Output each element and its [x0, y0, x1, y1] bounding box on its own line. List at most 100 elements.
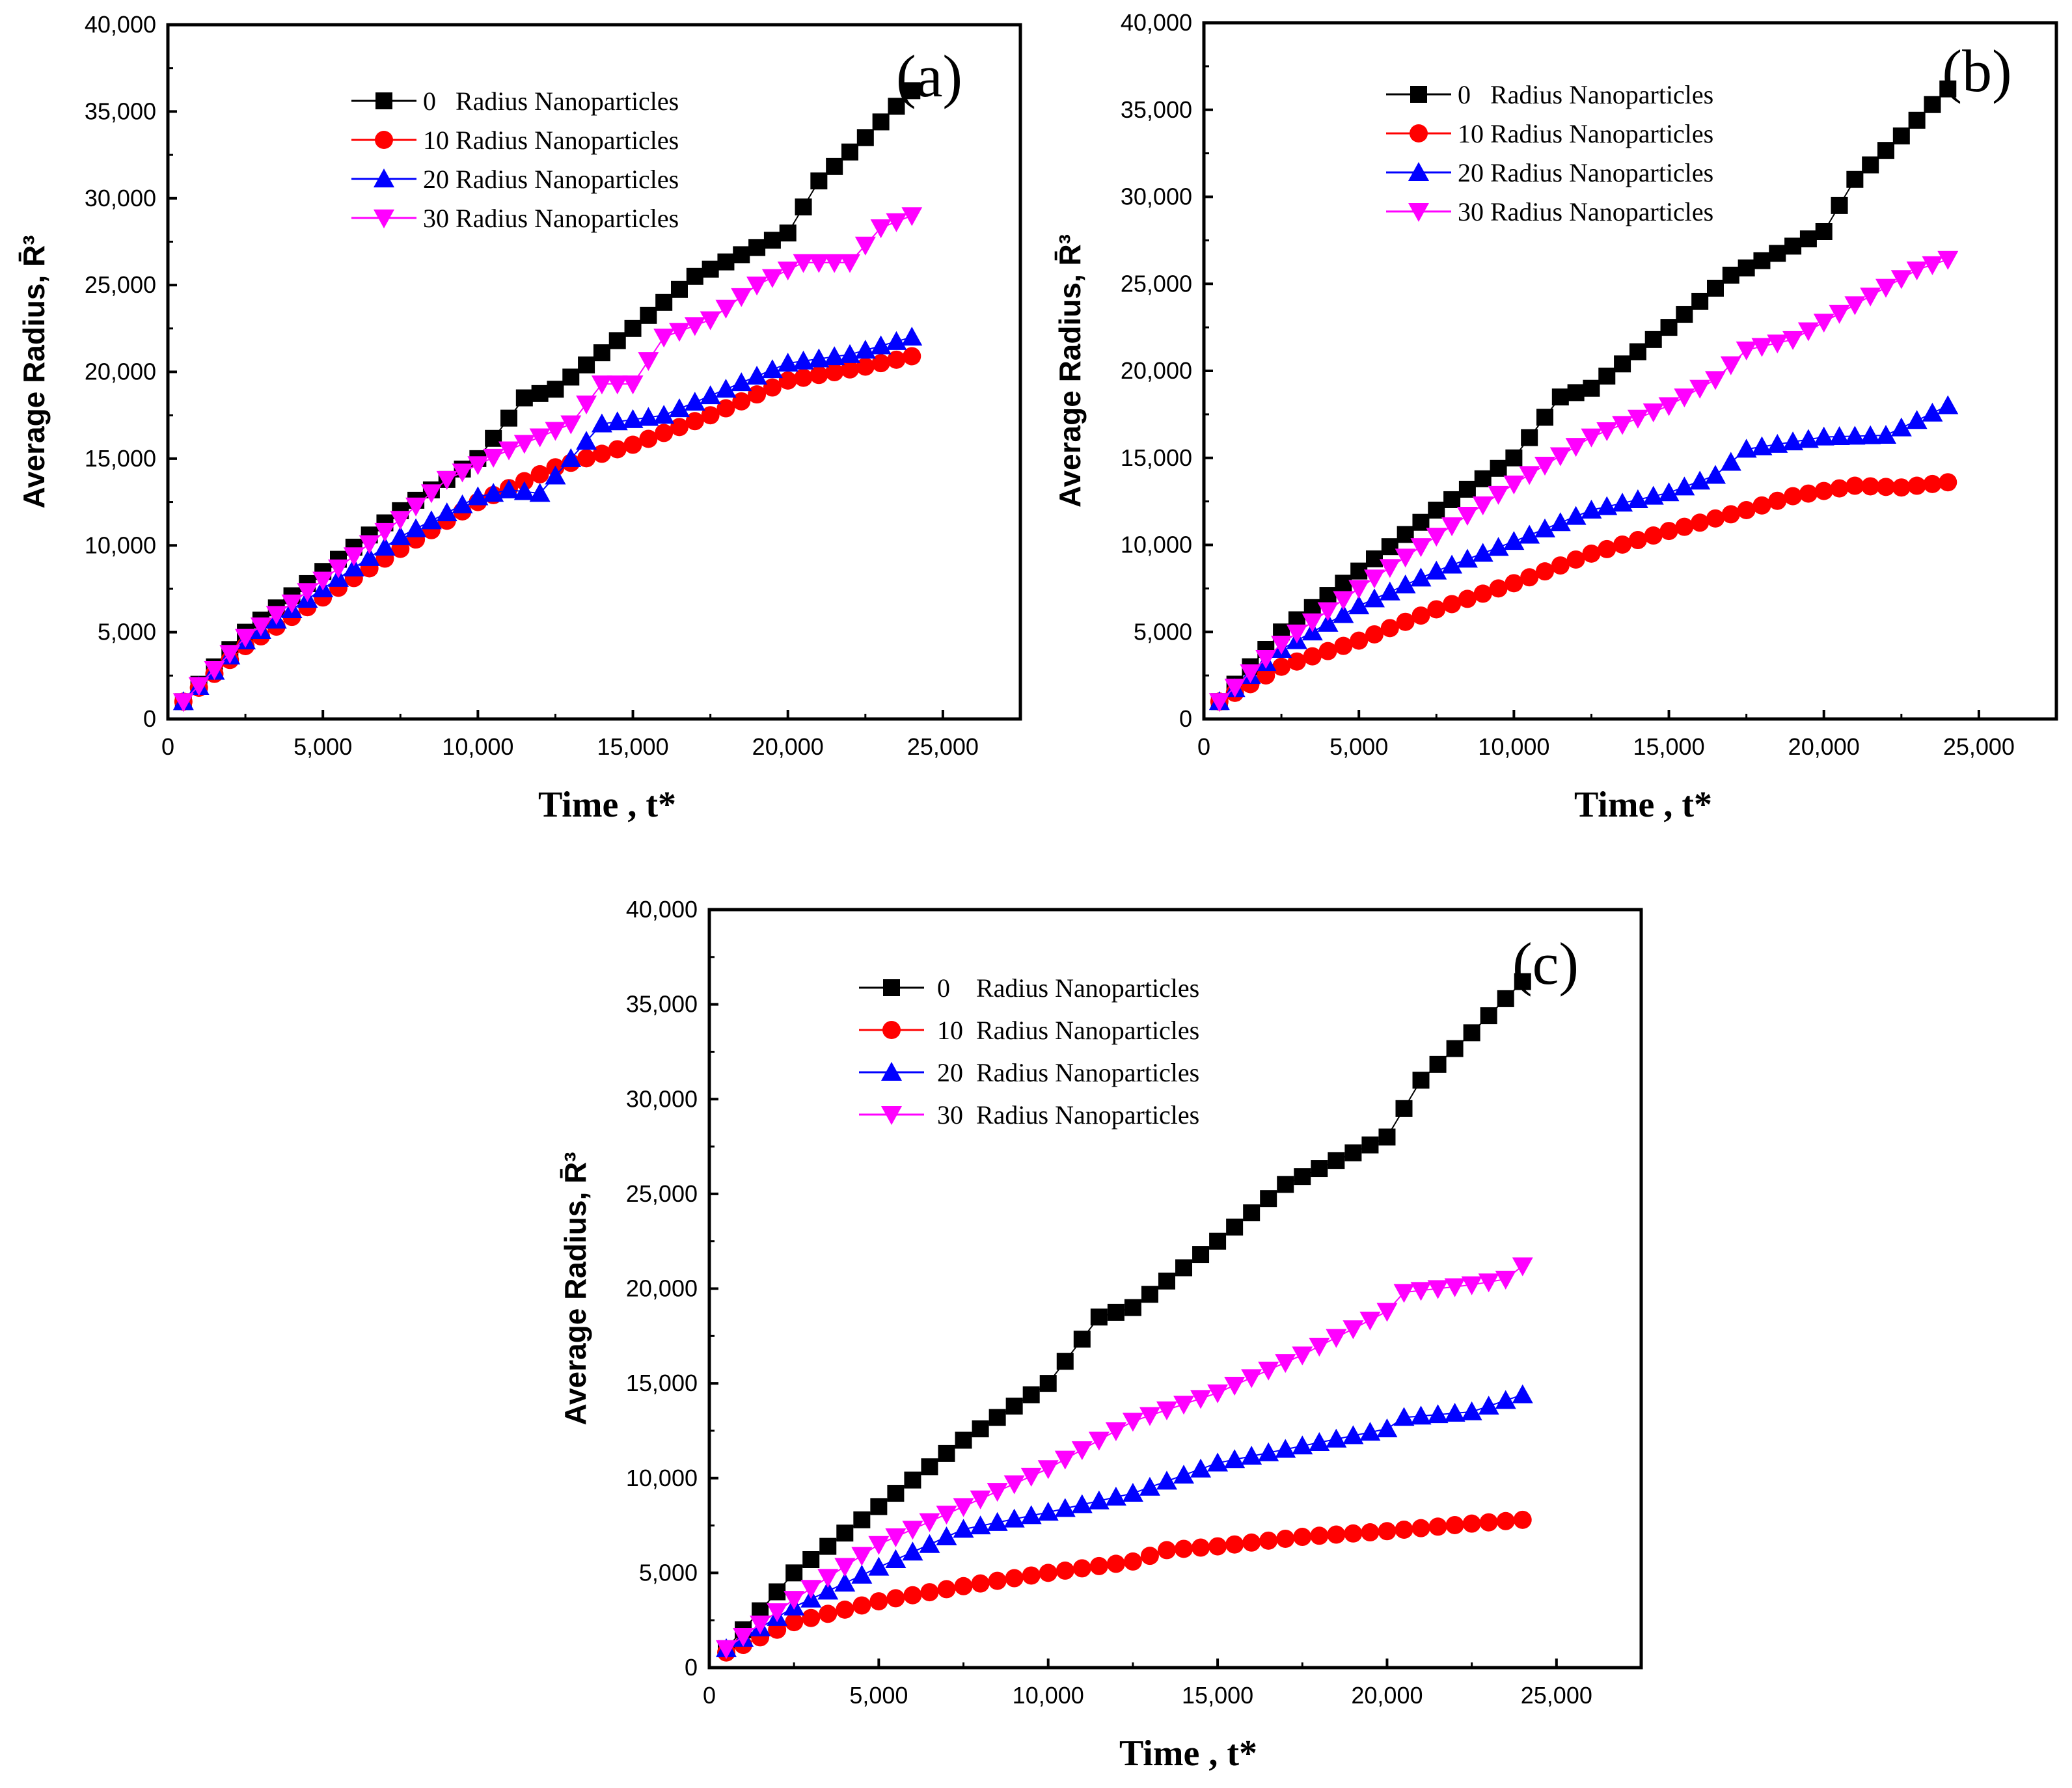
y-tick-label: 35,000: [1121, 96, 1192, 123]
data-point: [1326, 1428, 1347, 1448]
data-point: [1156, 1401, 1177, 1420]
data-point: [1497, 990, 1514, 1007]
data-point: [1328, 1152, 1345, 1169]
data-point: [810, 172, 828, 190]
data-point: [1350, 631, 1369, 650]
data-point: [716, 1640, 737, 1659]
data-point: [700, 385, 721, 405]
data-point: [731, 372, 752, 392]
data-point: [1707, 279, 1724, 297]
legend-marker: [375, 131, 393, 149]
data-point: [1937, 251, 1959, 270]
data-point: [172, 693, 194, 712]
data-point: [607, 411, 628, 431]
data-point: [1496, 1511, 1515, 1530]
data-point: [669, 323, 690, 342]
data-point: [515, 389, 533, 407]
data-point: [1122, 1413, 1143, 1432]
data-point: [1294, 1168, 1311, 1185]
data-point: [802, 1608, 821, 1627]
data-point: [670, 418, 688, 437]
data-point: [1720, 356, 1741, 375]
data-point: [1348, 595, 1370, 615]
data-point: [1343, 1425, 1364, 1444]
data-point: [1721, 505, 1740, 524]
data-point: [1456, 549, 1478, 568]
data-point: [1005, 1398, 1023, 1415]
series-3: [1208, 251, 1959, 712]
legend-marker: [881, 1062, 902, 1081]
data-point: [467, 486, 489, 506]
legend-entry-1: 10 Radius Nanoparticles: [1386, 119, 1713, 148]
data-point: [560, 415, 582, 435]
data-point: [622, 375, 644, 395]
x-tick-label: 0: [703, 1682, 716, 1709]
data-point: [1674, 388, 1695, 408]
data-point: [777, 262, 798, 281]
data-point: [1583, 379, 1600, 397]
data-point: [1860, 287, 1881, 306]
data-point: [1659, 522, 1678, 541]
legend-marker: [1408, 203, 1429, 222]
data-point: [851, 1564, 873, 1584]
y-tick-label: 25,000: [626, 1180, 698, 1207]
x-tick-label: 20,000: [1788, 733, 1860, 760]
data-point: [1022, 1566, 1041, 1585]
data-point: [1039, 1375, 1057, 1392]
data-point: [1875, 278, 1896, 298]
data-point: [638, 407, 659, 426]
data-point: [1393, 1407, 1415, 1426]
data-point: [824, 254, 845, 273]
data-point: [761, 359, 783, 379]
data-point: [1444, 1402, 1465, 1422]
legend-label: 20 Radius Nanoparticles: [1458, 158, 1713, 187]
y-tick-label: 30,000: [626, 1085, 698, 1112]
data-point: [374, 536, 396, 556]
data-point: [1473, 584, 1492, 603]
data-point: [638, 352, 659, 372]
data-point: [1022, 1386, 1040, 1403]
data-point: [1551, 556, 1570, 575]
data-point: [1767, 334, 1788, 354]
data-point: [1412, 1072, 1430, 1089]
data-point: [1627, 489, 1648, 508]
data-point: [608, 332, 626, 349]
data-point: [1752, 496, 1771, 515]
data-point: [886, 213, 907, 232]
data-point: [700, 311, 721, 331]
data-point: [1335, 575, 1352, 592]
data-point: [1173, 1396, 1195, 1415]
x-tick-label: 15,000: [1182, 1682, 1253, 1709]
data-point: [1277, 1176, 1294, 1193]
data-point: [871, 354, 890, 373]
legend-entry-0: 0 Radius Nanoparticles: [1386, 80, 1713, 109]
data-point: [1738, 259, 1755, 277]
data-point: [1782, 431, 1804, 451]
data-point: [485, 429, 502, 447]
data-point: [921, 1458, 938, 1476]
data-point: [1505, 449, 1523, 467]
data-point: [851, 1547, 873, 1566]
data-point: [1890, 270, 1912, 290]
data-point: [483, 448, 504, 468]
data-point: [250, 617, 271, 637]
data-point: [1123, 1552, 1142, 1571]
data-point: [1311, 1160, 1328, 1178]
data-point: [1327, 1525, 1346, 1544]
data-point: [1513, 1510, 1532, 1529]
data-point: [235, 629, 256, 648]
data-point: [785, 1613, 804, 1632]
data-point: [1549, 447, 1571, 467]
data-point: [903, 347, 921, 366]
data-point: [1224, 1449, 1246, 1469]
x-tick-label: 5,000: [849, 1682, 908, 1709]
data-point: [1643, 485, 1664, 505]
data-point: [1003, 1508, 1025, 1528]
data-point: [885, 1528, 906, 1548]
legend-entry-1: 10 Radius Nanoparticles: [859, 1016, 1199, 1045]
data-point: [841, 360, 859, 379]
y-tick-label: 20,000: [1121, 357, 1192, 384]
data-point: [1627, 409, 1648, 429]
data-point: [750, 1616, 771, 1635]
data-point: [715, 379, 737, 398]
